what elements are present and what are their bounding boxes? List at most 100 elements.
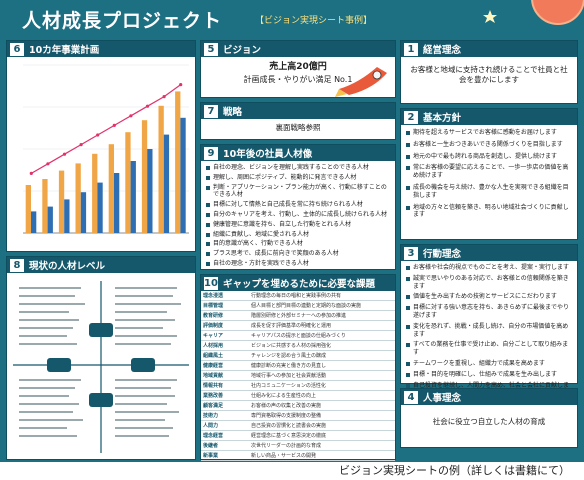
task-category: 教育研修 (201, 310, 249, 321)
list-item: 目標・目的を明確にし、仕組みで成果を生み出します (406, 371, 572, 379)
hr-philosophy-text: 社会に役立つ自立した人材の育成 (432, 417, 546, 426)
table-row: 地域貢献 地域行事への参加と社会貢献活動 (201, 370, 395, 381)
task-category: 顧客満足 (201, 400, 249, 411)
bar-series-2-item-6 (114, 173, 120, 233)
panel-header: 3 行動理念 (401, 245, 577, 261)
list-item: 組織に貢献し、地域に愛される人材 (206, 231, 390, 239)
task-description: 仕組み化による生産性の向上 (249, 390, 395, 401)
trend-point-3 (62, 152, 67, 156)
trend-point-1 (29, 171, 33, 175)
panel-current-level: 8 現状の人材レベル (6, 256, 196, 460)
bar-series-2-item-10 (180, 117, 186, 233)
list-item: 変化を恐れず、挑戦・成長し続け、自分の市場価値を高めます (406, 323, 572, 339)
trend-point-10 (179, 83, 183, 87)
task-description: 地域行事への参加と社会貢献活動 (249, 370, 395, 381)
list-item: 常にお客様の要望に応えることで、一歩一歩店の価値を高め続けます (406, 164, 572, 180)
list-item: 自社の理念・方針を実践できる人材 (206, 260, 390, 268)
panel-number: 1 (404, 42, 418, 56)
page-title: 人材成長プロジェクト (22, 10, 223, 32)
task-description: お客様の声の収集と改善の実施 (249, 400, 395, 411)
task-category: キャリア (201, 330, 249, 341)
panel-management-philosophy: 1 経営理念 お客様と地域に支持され続けることで社員と社会を豊かにします (400, 40, 578, 104)
trend-point-8 (145, 104, 150, 108)
task-category: 理念経営 (201, 430, 249, 441)
page-subtitle: 【ビジョン実現シート事例】 (255, 16, 373, 26)
task-category: 人材採用 (201, 340, 249, 351)
bar-series-2-item-1 (31, 211, 37, 233)
panel-title: ビジョン (223, 45, 262, 56)
table-row: 技術力 専門資格取得の支援制度の整備 (201, 410, 395, 421)
panel-header: 8 現状の人材レベル (7, 257, 195, 273)
panel-future-talent: 9 10年後の社員人材像 自社の理念、ビジョンを理解し実践することのできる人材理… (200, 144, 396, 270)
panel-header: 6 10カ年事業計画 (7, 41, 195, 57)
trend-point-2 (46, 162, 50, 166)
ten-year-chart (23, 64, 189, 234)
task-category: 新事業 (201, 450, 249, 461)
table-row: 人間力 自己投資の習慣化と読書会の実施 (201, 420, 395, 431)
bar-series-1-item-10 (175, 91, 181, 234)
panel-title: 戦略 (223, 107, 243, 118)
table-row: 新事業 新しい商品・サービスの開発 (201, 450, 395, 461)
task-category: 組織風土 (201, 350, 249, 361)
future-talent-list: 自社の理念、ビジョンを理解し実践することのできる人材 理解し、周囲にポジティブ、能… (201, 161, 395, 274)
bar-series-1-item-7 (125, 132, 131, 233)
task-description: 階層別研修と外部セミナーへの参加の推進 (249, 310, 395, 321)
task-category: 技術力 (201, 410, 249, 421)
task-category: 地域貢献 (201, 370, 249, 381)
list-item: 目標に対する強い意志を持ち、あきらめずに最後までやり遂げます (406, 304, 572, 320)
trend-point-7 (129, 114, 133, 118)
trend-point-6 (112, 123, 116, 127)
panel-title: 現状の人材レベル (29, 261, 106, 272)
panel-title: 10カ年事業計画 (29, 45, 100, 56)
panel-header: 9 10年後の社員人材像 (201, 145, 395, 161)
bar-series-1-item-2 (42, 179, 48, 233)
planet-illustration (483, 0, 584, 25)
list-item: 地元の中で最も誇れる商品を創造し、提供し続けます (406, 153, 572, 161)
list-item: チームワークを重視し、組織力で成果を高めます (406, 360, 572, 368)
bar-series-1-item-8 (141, 120, 148, 233)
table-row: キャリア キャリアパスの提示と面談の仕組みづくり (201, 330, 395, 341)
list-item: 地域の方々と信頼を築き、明るい地域社会づくりに貢献します (406, 204, 572, 220)
table-row: 業務改善 仕組み化による生産性の向上 (201, 390, 395, 401)
task-description: ビジョンに共感する人材の採用強化 (249, 340, 395, 351)
bar-series-2-item-9 (163, 134, 170, 233)
list-item: 価値を生み出すための技術とサービスにこだわります (406, 293, 572, 301)
bar-series-1-item-1 (25, 185, 31, 233)
bar-series-2-item-5 (97, 182, 103, 233)
task-category: 業務改善 (201, 390, 249, 401)
panel-header: 1 経営理念 (401, 41, 577, 57)
strategy-text: 裏面戦略参照 (275, 123, 321, 132)
bar-series-1-item-4 (75, 163, 81, 233)
panel-number: 7 (204, 104, 218, 118)
panel-header: 5 ビジョン (201, 41, 395, 57)
task-description: 社内コミュニケーションの活性化 (249, 380, 395, 391)
panel-vision: 5 ビジョン 売上高20億円 計画成長・やりがい満足 No.1 (200, 40, 396, 98)
philosophy-text: お客様と地域に支持され続けることで社員と社会を豊かにします (410, 65, 568, 85)
bar-series-1-item-5 (92, 153, 98, 233)
list-item: すべての業務を仕事で受け止め、自分ごとして取り組みます (406, 341, 572, 357)
task-description: 専門資格取得の支援制度の整備 (249, 410, 395, 421)
bar-series-2-item-7 (130, 161, 136, 233)
panel-title: 行動理念 (423, 249, 462, 260)
task-category: 情報共有 (201, 380, 249, 391)
panel-basic-policy: 2 基本方針 期待を超えるサービスでお客様に感動をお届けします お客様と一生おつき… (400, 108, 578, 240)
vision-sales-target: 売上高20億円 (269, 62, 327, 72)
list-item: プラス思考で、成長に前向きで笑顔のある人材 (206, 250, 390, 258)
trend-point-9 (162, 95, 166, 99)
panel-title: 基本方針 (423, 113, 462, 124)
panel-number: 3 (404, 246, 418, 260)
rocket-illustration (335, 67, 387, 97)
table-row: 教育研修 階層別研修と外部セミナーへの参加の推進 (201, 310, 395, 321)
task-category: 後継者 (201, 440, 249, 451)
panel-number: 2 (404, 110, 418, 124)
list-item: 誠実で思いやりのある対応で、お客様との信頼関係を築きます (406, 275, 572, 291)
task-description: 健康診断の充実と働き方の見直し (249, 360, 395, 371)
basic-policy-list: 期待を超えるサービスでお客様に感動をお届けします お客様と一生おつきあいできる関係… (401, 125, 577, 227)
bar-series-2-item-3 (64, 199, 70, 233)
panel-title: 10年後の社員人材像 (223, 149, 313, 160)
trend-point-4 (79, 143, 83, 147)
panel-number: 10 (204, 276, 218, 290)
list-item: 目的意識が高く、行動できる人材 (206, 240, 390, 248)
level-quadrant-diagram (13, 281, 189, 453)
panel-action-philosophy: 3 行動理念 お客様や社会的視点でものごとを考え、提案・実行します 誠実で思いやり… (400, 244, 578, 415)
